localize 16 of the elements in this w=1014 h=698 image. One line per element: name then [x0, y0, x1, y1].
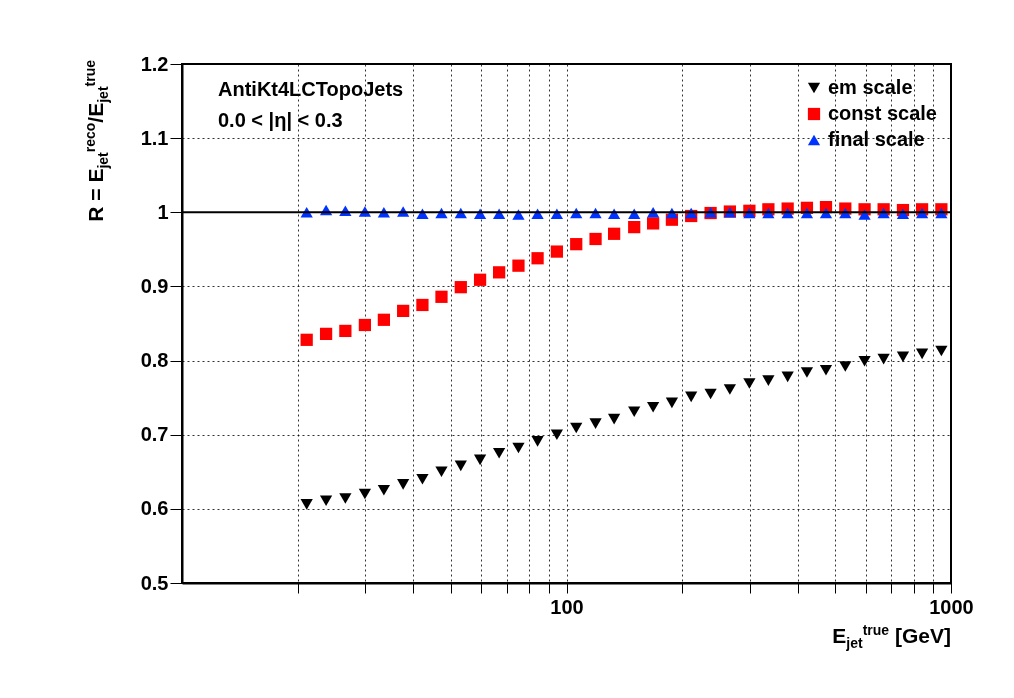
x-axis-title: E$_{jet}$$^{true}$ [GeV]	[832, 622, 951, 652]
y-tick-label: 0.5	[140, 571, 169, 594]
annotation: AntiKt4LCTopoJets	[218, 78, 404, 100]
x-tick-label: 1000	[929, 595, 974, 618]
y-tick-label: 1.1	[140, 126, 169, 149]
y-tick-label: 0.6	[140, 497, 169, 520]
y-tick-label: 1.2	[140, 52, 169, 75]
y-tick-label: 1	[157, 200, 169, 223]
legend-label: em scale	[828, 76, 913, 98]
y-tick-label: 0.9	[140, 274, 169, 297]
y-tick-label: 0.8	[140, 349, 169, 372]
y-tick-label: 0.7	[140, 423, 169, 446]
x-tick-label: 100	[550, 595, 584, 618]
legend-label: const scale	[828, 102, 937, 124]
legend-label: final scale	[828, 128, 925, 150]
annotation: 0.0 < |η| < 0.3	[218, 109, 343, 131]
